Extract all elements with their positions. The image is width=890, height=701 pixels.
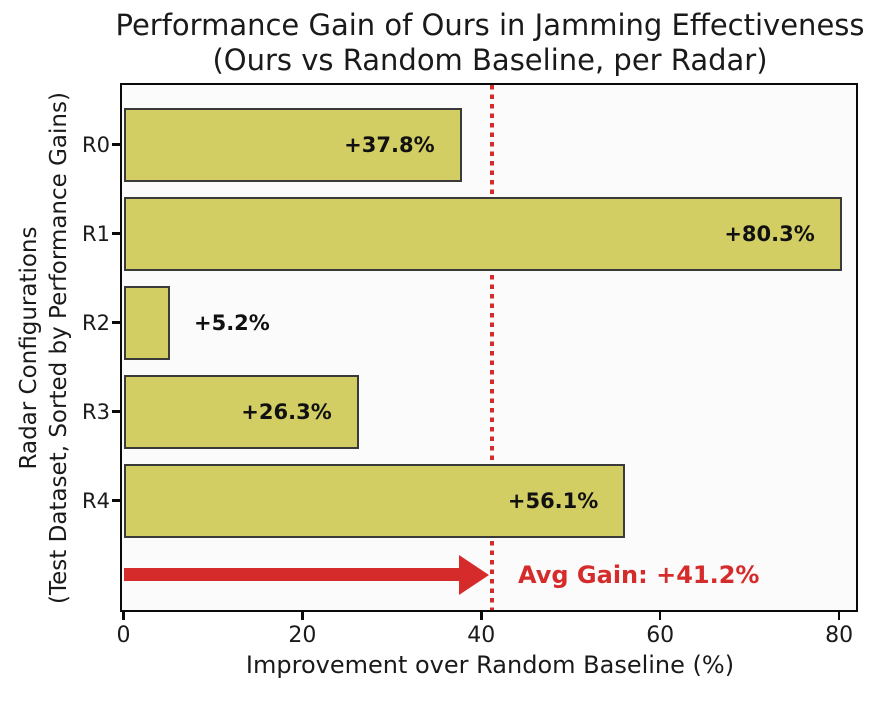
bar-label-r4: +56.1% (507, 488, 599, 513)
y-axis-label-line1: Radar Configurations (16, 226, 42, 470)
y-tick-label-r2: R2 (82, 310, 110, 335)
x-tick-40 (480, 610, 483, 620)
x-tick-label-20: 20 (288, 623, 317, 648)
y-axis-label-line2: (Test Dataset, Sorted by Performance Gai… (46, 92, 72, 604)
bar-r4 (123, 463, 626, 538)
bar-r0 (123, 107, 462, 182)
chart-title: Performance Gain of Ours in Jamming Effe… (90, 8, 890, 78)
chart-title-line2: (Ours vs Random Baseline, per Radar) (212, 43, 768, 77)
x-axis-label: Improvement over Random Baseline (%) (245, 651, 735, 679)
x-tick-80 (837, 610, 841, 620)
y-tick-label-r4: R4 (82, 488, 110, 513)
x-tick-label-60: 60 (646, 623, 675, 648)
bar-label-r3: +26.3% (241, 399, 332, 424)
avg-gain-label: Avg Gain: +41.2% (518, 560, 760, 589)
bar-label-r2: +5.2% (194, 310, 270, 335)
y-tick-label-r3: R3 (82, 399, 110, 424)
bar-label-r0: +37.8% (344, 132, 435, 157)
bar-r1 (123, 196, 842, 271)
avg-gain-arrow-head (459, 554, 490, 595)
y-tick-r1 (112, 232, 122, 235)
bar-r3 (123, 374, 359, 449)
x-tick-20 (301, 610, 304, 620)
avg-gain-arrow-body (123, 568, 460, 581)
y-tick-r0 (112, 143, 122, 146)
x-tick-0 (122, 610, 125, 620)
x-tick-label-40: 40 (467, 623, 496, 648)
chart-title-line1: Performance Gain of Ours in Jamming Effe… (115, 8, 865, 42)
avg-gain-line (490, 85, 494, 610)
plot-inner: Avg Gain: +41.2% +37.8% R0 +80.3% R1 +5.2% R2… (82, 85, 856, 648)
y-tick-r4 (112, 499, 122, 502)
y-tick-r3 (112, 410, 122, 413)
y-tick-label-r1: R1 (82, 221, 110, 246)
x-tick-60 (658, 610, 662, 620)
x-tick-label-80: 80 (825, 623, 854, 648)
x-tick-label-0: 0 (116, 623, 131, 648)
plot-area: Avg Gain: +41.2% +37.8% R0 +80.3% R1 +5.2% R2… (82, 83, 858, 648)
bar-label-r1: +80.3% (724, 221, 815, 246)
y-axis-label: Radar Configurations (Test Dataset, Sort… (14, 92, 74, 604)
y-tick-label-r0: R0 (82, 132, 110, 157)
y-tick-r2 (112, 321, 122, 324)
bar-r2 (123, 285, 170, 360)
